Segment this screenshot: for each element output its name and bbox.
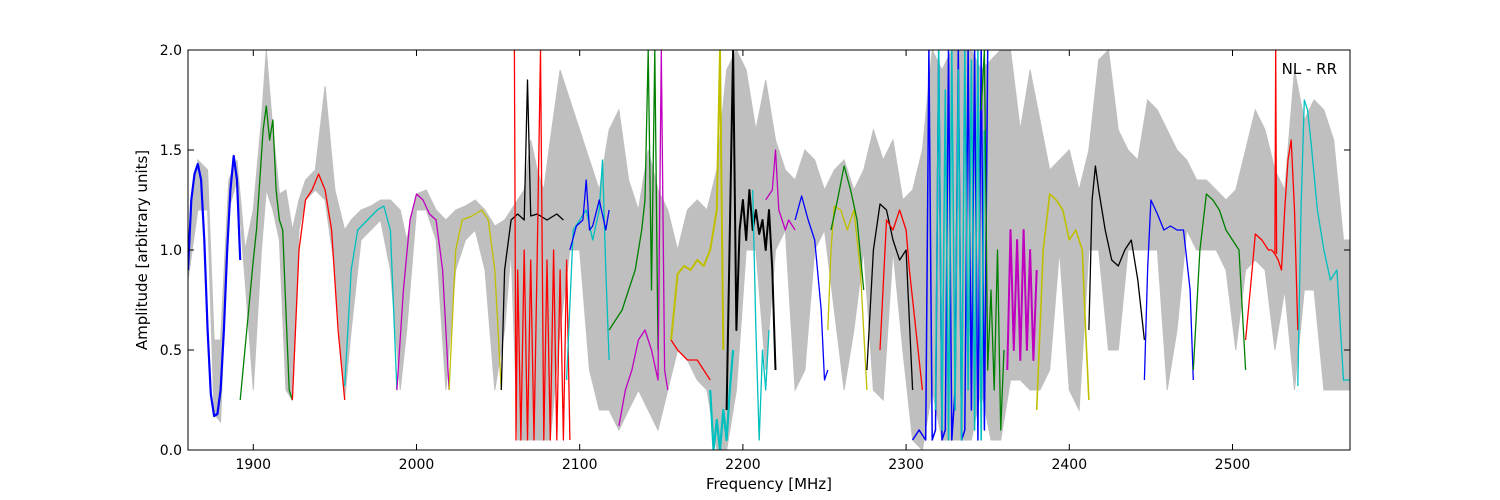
x-tick-label: 2000 bbox=[399, 457, 435, 473]
envelope-band bbox=[188, 50, 1350, 450]
series-line-4 bbox=[344, 205, 398, 391]
series-line-8 bbox=[513, 50, 571, 441]
series-line-10 bbox=[569, 179, 610, 251]
y-axis-ticks: 0.0 0.5 1.0 1.5 2.0 bbox=[160, 43, 1350, 459]
envelope-layer bbox=[188, 50, 1350, 450]
x-tick-label: 2100 bbox=[562, 457, 598, 473]
series-line-32 bbox=[1244, 139, 1299, 341]
series-line-14 bbox=[670, 339, 711, 381]
y-tick-label: 1.0 bbox=[160, 243, 182, 259]
series-line-23 bbox=[879, 209, 924, 391]
series-line-12 bbox=[618, 50, 669, 427]
x-tick-label: 1900 bbox=[235, 457, 271, 473]
x-tick-label: 2300 bbox=[888, 457, 924, 473]
series-line-7 bbox=[500, 79, 564, 391]
series-line-26 bbox=[980, 50, 1005, 431]
series-line-6 bbox=[448, 209, 502, 391]
series-line-18 bbox=[765, 149, 796, 231]
y-tick-label: 0.0 bbox=[160, 443, 182, 459]
x-tick-label: 2500 bbox=[1215, 457, 1251, 473]
series-line-2 bbox=[239, 105, 294, 401]
series-line-25 bbox=[934, 50, 986, 441]
x-tick-label: 2400 bbox=[1051, 457, 1087, 473]
series-line-20 bbox=[827, 205, 868, 391]
series-line-34 bbox=[1297, 99, 1350, 387]
y-tick-label: 1.5 bbox=[160, 143, 182, 159]
series-line-33 bbox=[1274, 50, 1278, 255]
series-line-11 bbox=[608, 50, 659, 351]
series-line-15 bbox=[709, 349, 735, 450]
series-line-19 bbox=[794, 195, 829, 381]
y-tick-label: 0.5 bbox=[160, 343, 182, 359]
series-line-5 bbox=[396, 193, 450, 391]
series-line-21 bbox=[830, 165, 865, 291]
series-line-13 bbox=[670, 50, 725, 351]
series-line-3 bbox=[291, 173, 346, 401]
x-axis-ticks: 1900 2000 2100 2200 2300 2400 2500 bbox=[235, 50, 1250, 473]
y-axis-label: Amplitude [arbitrary units] bbox=[133, 150, 151, 350]
x-tick-label: 2200 bbox=[725, 457, 761, 473]
series-line-1 bbox=[188, 154, 242, 418]
series-line-29 bbox=[1088, 165, 1146, 341]
x-axis-label: Frequency [MHz] bbox=[706, 475, 832, 493]
y-tick-label: 2.0 bbox=[160, 43, 182, 59]
series-line-16 bbox=[725, 50, 777, 411]
series-line-17 bbox=[752, 189, 770, 441]
series-line-30 bbox=[1143, 199, 1194, 381]
series-line-27 bbox=[1006, 229, 1038, 371]
series-line-31 bbox=[1192, 193, 1247, 371]
series-line-9 bbox=[565, 159, 610, 381]
plot-annotation: NL - RR bbox=[1282, 60, 1337, 78]
series-line-28 bbox=[1035, 193, 1090, 411]
series-layer bbox=[188, 50, 1350, 450]
